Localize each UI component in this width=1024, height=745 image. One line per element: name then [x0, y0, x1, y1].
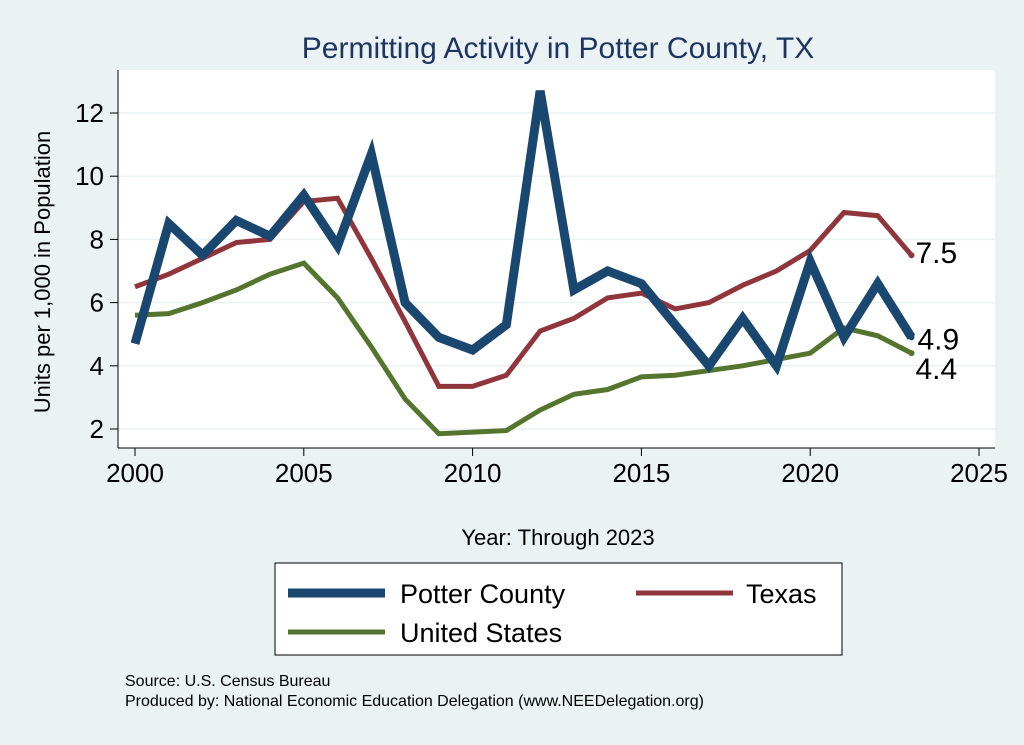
- producer-note: Produced by: National Economic Education…: [125, 693, 704, 710]
- plot-area: [118, 70, 995, 448]
- x-tick-label: 2010: [444, 458, 502, 488]
- x-axis-label: Year: Through 2023: [461, 525, 654, 550]
- y-tick-label: 2: [90, 414, 104, 444]
- legend-label-texas: Texas: [746, 579, 817, 609]
- end-value-label: 4.9: [917, 323, 959, 356]
- y-axis-label: Units per 1,000 in Population: [30, 131, 55, 414]
- source-note: Source: U.S. Census Bureau: [125, 673, 330, 690]
- end-value-label: 4.4: [915, 353, 957, 386]
- x-tick-label: 2015: [612, 458, 670, 488]
- y-tick-label: 12: [75, 98, 104, 128]
- x-tick-label: 2000: [106, 458, 164, 488]
- x-tick-label: 2025: [950, 458, 1008, 488]
- end-value-label: 7.5: [915, 237, 957, 270]
- y-tick-label: 4: [90, 351, 104, 381]
- end-point: [908, 334, 915, 341]
- series-line-potter-county: [130, 90, 916, 376]
- y-tick-label: 10: [75, 161, 104, 191]
- x-tick-label: 2005: [275, 458, 333, 488]
- end-point: [908, 252, 915, 259]
- series-line-texas: [134, 195, 914, 389]
- end-point: [908, 350, 915, 357]
- legend-label-potter: Potter County: [400, 579, 566, 609]
- y-tick-label: 6: [90, 288, 104, 318]
- legend-label-us: United States: [400, 618, 562, 648]
- x-tick-label: 2020: [781, 458, 839, 488]
- y-tick-label: 8: [90, 224, 104, 254]
- chart-title: Permitting Activity in Potter County, TX: [302, 32, 814, 65]
- legend: Potter County Texas United States: [274, 562, 843, 656]
